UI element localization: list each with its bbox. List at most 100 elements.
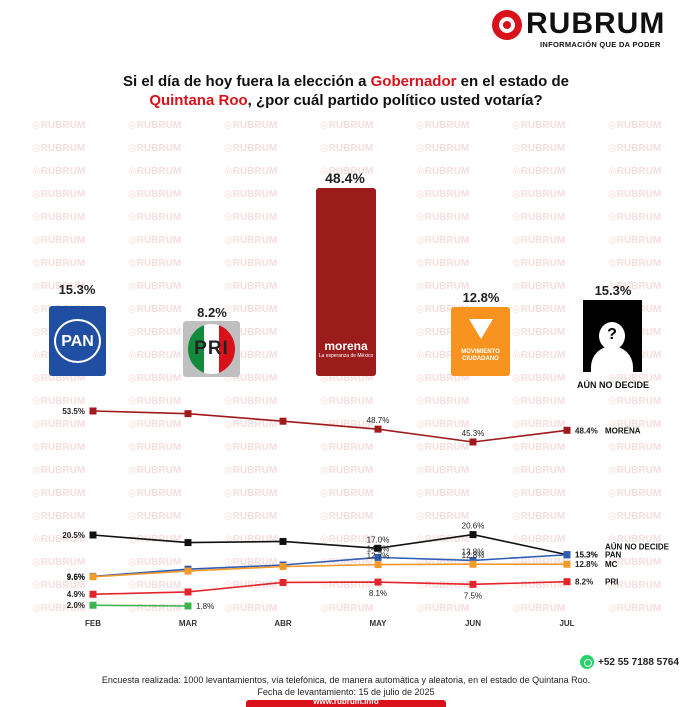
question-mark-icon: ? [607, 326, 617, 343]
title-highlight-1: Gobernador [370, 73, 457, 90]
x-tick-label: FEB [85, 619, 101, 628]
data-point [279, 537, 287, 545]
data-point [563, 578, 571, 586]
morena-bar: morena La esperanza de México [316, 188, 376, 376]
mc-logo-text: MOVIMIENTO CIUDADANO [461, 349, 500, 362]
data-point [374, 578, 382, 586]
data-label: 15.3% [575, 551, 598, 560]
data-point [469, 438, 477, 446]
series-pan: 9.6% 14.6% 13.8% 15.3% PAN [67, 544, 622, 581]
pan-logo-text: PAN [61, 333, 94, 350]
data-label: 7.5% [464, 591, 482, 600]
pri-logo: PRI [183, 321, 240, 377]
data-point [184, 602, 192, 610]
data-point [279, 578, 287, 586]
pan-logo: PAN [49, 306, 106, 376]
series-line [92, 604, 189, 607]
brand-name: RUBRUM [526, 7, 666, 40]
pri-tricolor-icon [188, 324, 235, 374]
data-label: 12.8% [575, 560, 598, 569]
data-point [469, 560, 477, 568]
data-label: 48.4% [575, 426, 598, 435]
data-point [89, 573, 97, 581]
data-point [279, 417, 287, 425]
person-silhouette-icon [599, 322, 625, 350]
phone-number: +52 55 7188 5764 [598, 656, 679, 668]
contact-phone: +52 55 7188 5764 [580, 655, 679, 669]
data-point [184, 588, 192, 596]
title-part-3: , ¿por cuál partido político usted votar… [247, 92, 543, 109]
x-tick-label: JUL [559, 619, 574, 628]
rubrum-ring-icon [492, 10, 522, 40]
series-line [92, 410, 568, 443]
chart-title: Si el día de hoy fuera la elección a Gob… [40, 72, 652, 110]
data-point [279, 563, 287, 571]
data-point [469, 580, 477, 588]
data-point [563, 560, 571, 568]
series-mc: 9.5% 12.7% 12.8% 12.8% MC [67, 551, 618, 582]
data-label: 2.0% [67, 601, 85, 610]
x-tick-label: JUN [465, 619, 481, 628]
data-point [184, 410, 192, 418]
title-part-1: Si el día de hoy fuera la elección a [123, 73, 371, 90]
data-point [563, 551, 571, 559]
undecided-logo: ? [583, 300, 642, 372]
undecided-caption: AÚN NO DECIDE [576, 380, 649, 390]
series-line [92, 553, 568, 578]
survey-note: Encuesta realizada: 1000 levantamientos,… [101, 675, 591, 685]
mc-percent: 12.8% [462, 290, 500, 305]
undecided-percent: 15.3% [594, 283, 632, 298]
data-label: 12.7% [367, 552, 390, 561]
data-label: 48.7% [367, 416, 390, 425]
x-tick-label: MAY [369, 619, 387, 628]
pan-percent: 15.3% [58, 282, 96, 297]
data-point [563, 426, 571, 434]
data-label: 8.2% [575, 578, 593, 587]
series-name-label: AÚN NO DECIDE [605, 543, 670, 552]
series-line [92, 563, 567, 578]
series-extra: 2.0% 1.8% [67, 601, 214, 611]
data-label: 20.5% [62, 531, 85, 540]
data-label: 9.5% [67, 573, 85, 582]
data-label: 1.8% [196, 602, 214, 611]
morena-logo-sub: La esperanza de México [318, 353, 374, 359]
data-point [374, 544, 382, 552]
rubrum-logo: RUBRUM INFORMACIÓN QUE DA PODER [490, 6, 690, 50]
morena-percent: 48.4% [325, 170, 365, 186]
title-highlight-2: Quintana Roo [149, 92, 248, 109]
data-label: 13.8% [462, 547, 485, 556]
data-point [469, 556, 477, 564]
website-url[interactable]: www.rubrum.info [313, 697, 379, 706]
data-label: 8.1% [369, 589, 387, 598]
pan-circle-icon [54, 319, 101, 363]
x-tick-label: MAR [179, 619, 197, 628]
data-point [89, 601, 97, 609]
data-label: 17.0% [367, 535, 390, 544]
title-part-2: en el estado de [456, 73, 569, 90]
data-point [184, 539, 192, 547]
data-point [89, 407, 97, 415]
data-point [184, 567, 192, 575]
data-label: 53.5% [62, 407, 85, 416]
morena-logo-text: morena [324, 339, 368, 353]
data-label: 45.3% [462, 429, 485, 438]
series-morena: 53.5% 48.7% 45.3% 48.4% MORENA [62, 407, 641, 446]
pri-logo-text: PRI [194, 338, 229, 359]
data-point [374, 553, 382, 561]
data-point [374, 561, 382, 569]
data-label: 12.8% [462, 551, 485, 560]
data-label: 4.9% [67, 590, 85, 599]
brand-tagline: INFORMACIÓN QUE DA PODER [540, 40, 661, 49]
series-name-label: MORENA [605, 426, 641, 435]
series-line [92, 533, 568, 556]
series-line [92, 580, 568, 596]
data-point [89, 590, 97, 598]
series-pri: 4.9% 8.1% 7.5% 8.2% PRI [67, 578, 619, 601]
mc-logo: MOVIMIENTO CIUDADANO [451, 307, 510, 376]
data-label: 20.6% [462, 522, 485, 531]
x-tick-label: ABR [274, 619, 292, 628]
data-point [89, 531, 97, 539]
mc-eagle-icon [469, 319, 493, 339]
website-bar: www.rubrum.info [246, 697, 446, 707]
